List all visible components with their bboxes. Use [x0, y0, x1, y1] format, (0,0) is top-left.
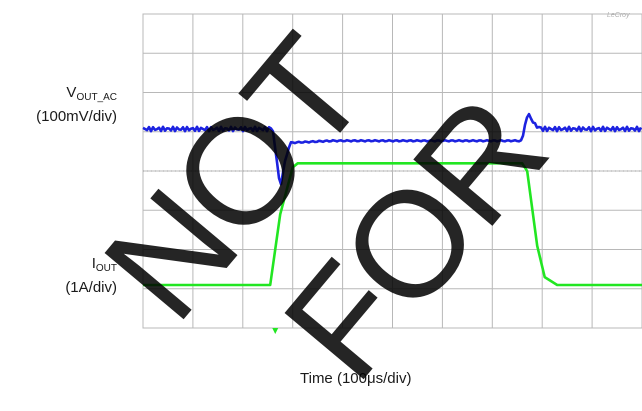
scope-logo: LeCroy: [607, 12, 630, 19]
vout-label-sub: OUT_AC: [76, 92, 117, 103]
oscilloscope-plot: [142, 13, 642, 334]
x-axis-label: Time (100μs/div): [300, 370, 412, 387]
iout-label-sub: OUT: [95, 263, 117, 274]
iout-scale-label: (1A/div): [65, 279, 117, 296]
vout-scale-label: (100mV/div): [36, 108, 117, 125]
trigger-marker: [272, 328, 279, 334]
series-line-iout: [143, 162, 642, 287]
vout-label-main: V: [66, 84, 77, 101]
vout-axis-label: VOUT_AC (100mV/div): [0, 83, 117, 126]
iout-axis-label: IOUT (1A/div): [0, 254, 117, 297]
series-line-vout-ac: [142, 112, 642, 186]
iout-label-main: I: [91, 255, 96, 272]
